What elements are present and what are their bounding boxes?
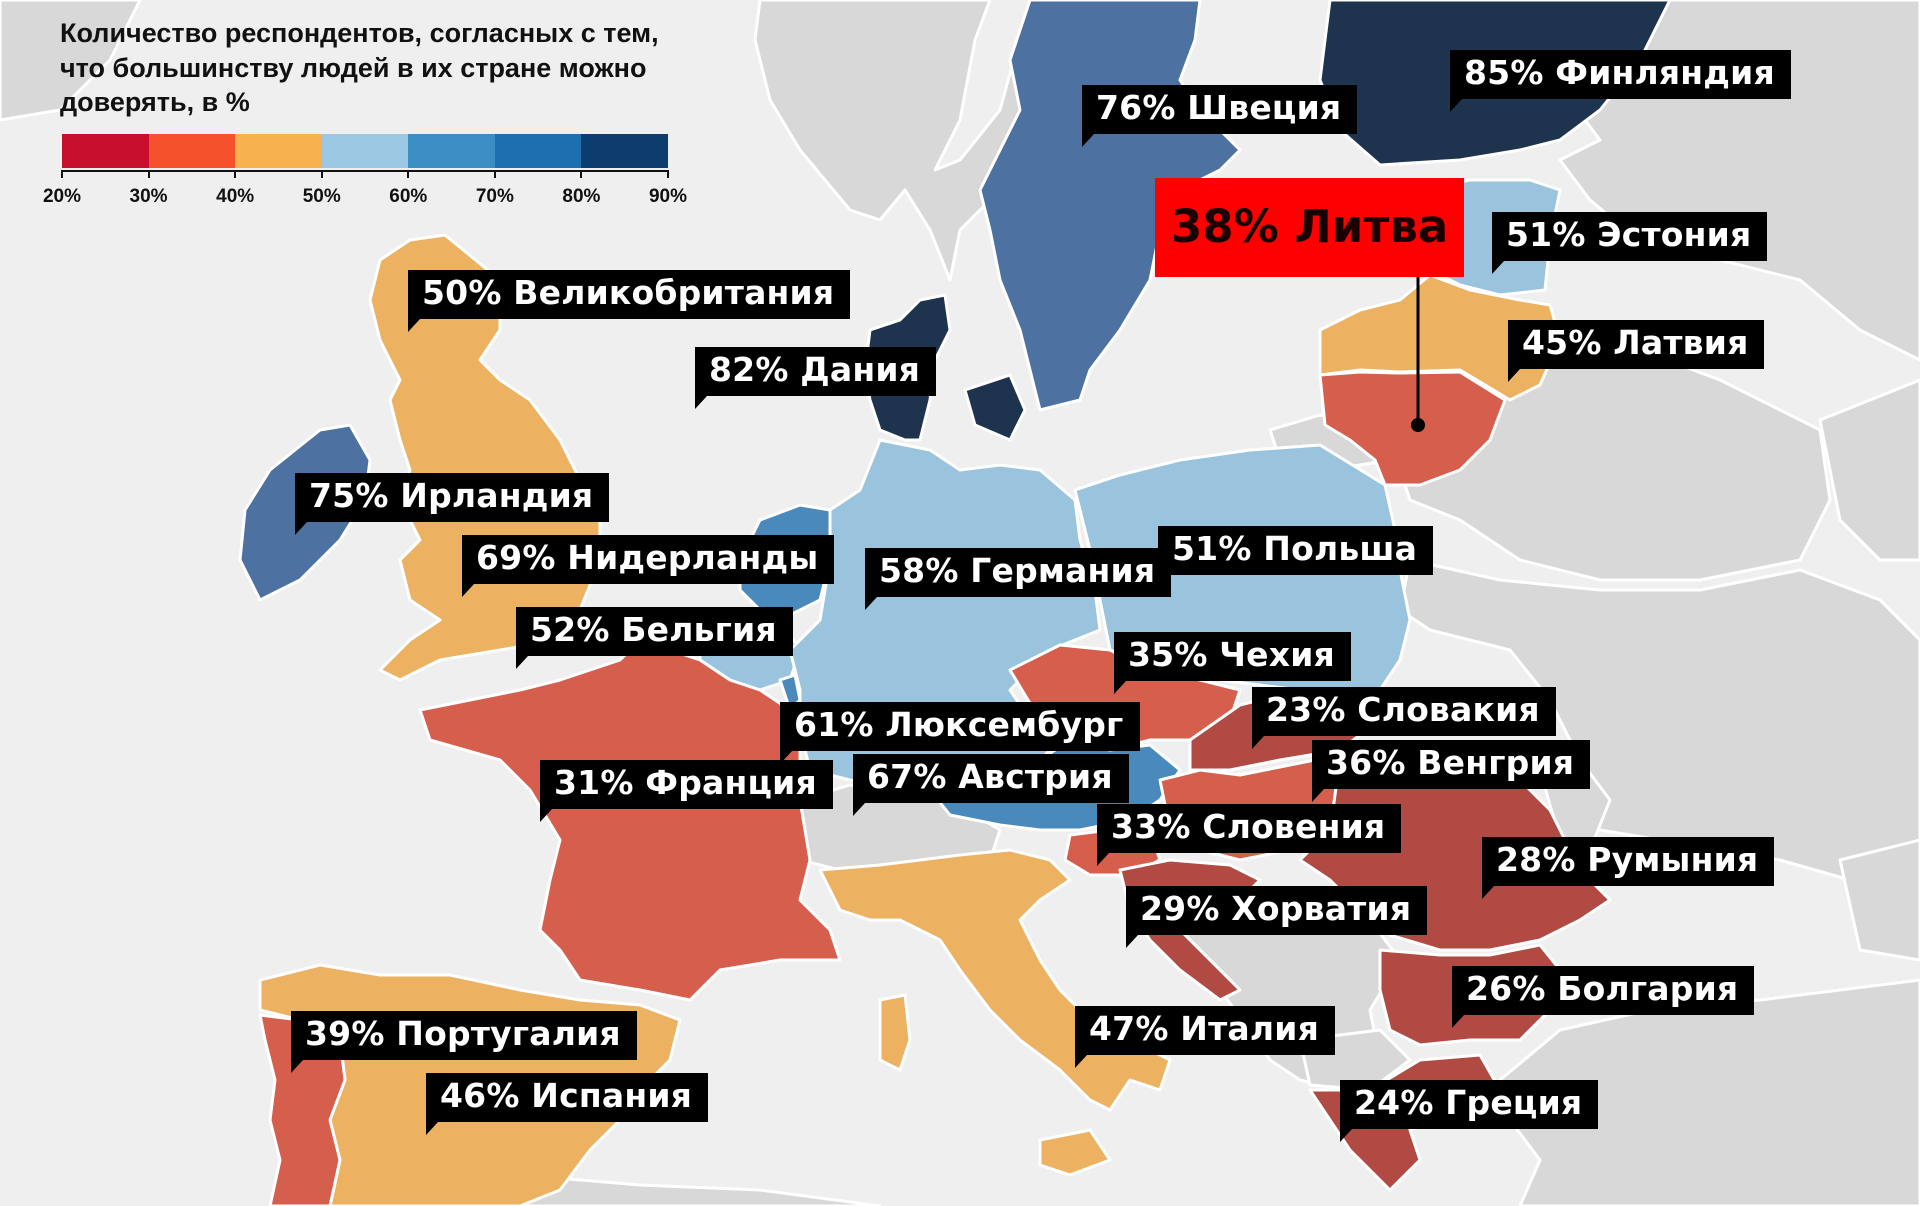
label-poland: 51% Польша [1158, 526, 1434, 588]
legend-tick-label: 50% [302, 186, 341, 207]
label-denmark: 82% Дания [695, 347, 937, 409]
label-estonia: 51% Эстония [1492, 212, 1768, 274]
iceland-land [0, 0, 142, 122]
legend-swatch [148, 134, 236, 168]
label-portugal: 39% Португалия [291, 1011, 637, 1073]
legend-tick [320, 170, 323, 178]
label-slovakia: 23% Словакия [1252, 687, 1556, 749]
legend-title-line: что большинству людей в их стране можно [60, 52, 647, 83]
legend-title-line: Количество респондентов, согласных с тем… [60, 18, 659, 48]
label-finland: 85% Финляндия [1450, 50, 1791, 112]
country-france[interactable] [418, 638, 842, 1002]
legend-axis [62, 170, 668, 172]
label-czech: 35% Чехия [1114, 632, 1351, 694]
legend-tick-label: 90% [648, 186, 688, 207]
legend-title: Количество респондентов, согласных с тем… [60, 16, 710, 120]
label-spain: 46% Испания [426, 1073, 709, 1135]
label-hungary: 36% Венгрия [1312, 740, 1591, 802]
label-france: 31% Франция [540, 760, 833, 822]
lithuania-pointer-dot [1411, 418, 1425, 432]
label-bulgaria: 26% Болгария [1452, 966, 1755, 1028]
label-latvia: 45% Латвия [1508, 320, 1765, 382]
legend-tick [493, 170, 496, 178]
legend: Количество респондентов, согласных с тем… [43, 16, 700, 207]
legend-color-scale [62, 134, 669, 168]
legend-swatch [235, 134, 322, 168]
label-germany: 58% Германия [865, 548, 1172, 610]
russia-east-land [1818, 378, 1920, 562]
label-ireland: 75% Ирландия [295, 473, 610, 535]
legend-tick-label: 80% [562, 186, 601, 207]
legend-tick-label: 30% [129, 186, 168, 207]
legend-swatch [581, 134, 669, 168]
label-italy: 47% Италия [1075, 1006, 1335, 1068]
legend-tick [580, 170, 583, 178]
label-austria: 67% Австрия [853, 754, 1129, 816]
legend-tick-label: 40% [216, 186, 255, 207]
label-romania: 28% Румыния [1482, 837, 1775, 899]
legend-tick [147, 170, 150, 178]
turkey-land [1498, 978, 1920, 1206]
legend-tick [234, 170, 237, 178]
lithuania-highlight-label: 38% Литва [1155, 178, 1465, 277]
legend-tick [667, 170, 669, 178]
label-greece: 24% Греция [1340, 1080, 1599, 1142]
label-sweden: 76% Швеция [1082, 85, 1358, 147]
legend-tick [407, 170, 410, 178]
label-belgium: 52% Бельгия [516, 607, 793, 669]
legend-swatch [408, 134, 495, 168]
legend-swatch [62, 134, 149, 168]
caucasus-land [1838, 838, 1920, 962]
legend-tick [61, 170, 63, 178]
label-netherlands: 69% Нидерланды [462, 535, 835, 597]
legend-swatch [321, 134, 409, 168]
legend-tick-label: 60% [389, 186, 428, 207]
label-croatia: 29% Хорватия [1126, 886, 1428, 948]
legend-tick-label: 70% [475, 186, 514, 207]
label-luxembourg: 61% Люксембург [780, 702, 1140, 764]
label-slovenia: 33% Словения [1097, 804, 1402, 866]
label-uk: 50% Великобритания [408, 270, 851, 332]
country-italy-sardinia[interactable] [878, 993, 912, 1072]
country-italy-sicily[interactable] [1038, 1128, 1112, 1177]
legend-title-line: доверять, в % [60, 87, 250, 118]
country-denmark-island[interactable] [963, 373, 1027, 442]
legend-swatch [494, 134, 582, 168]
legend-tick-label: 20% [42, 186, 82, 207]
